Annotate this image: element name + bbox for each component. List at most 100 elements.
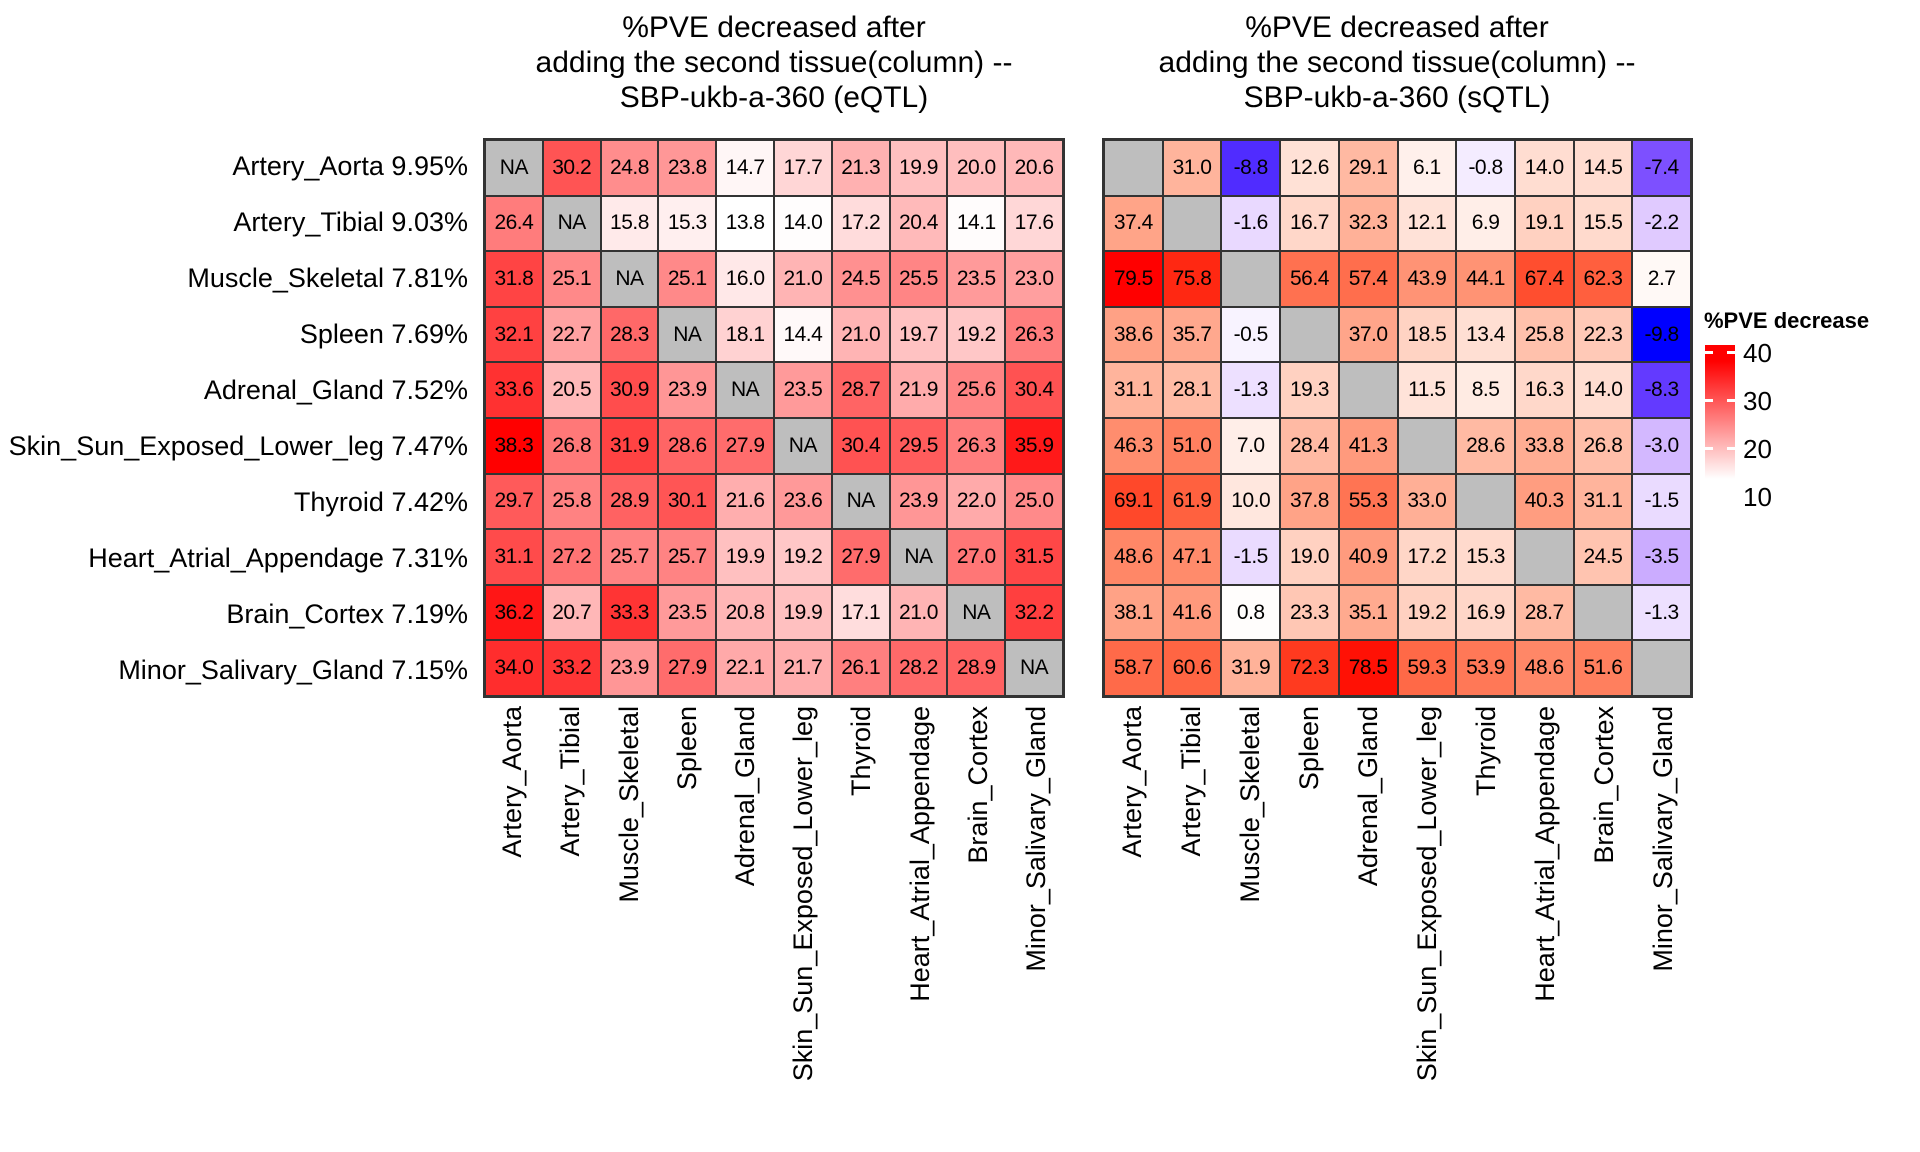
heatmap-cell: 37.8	[1280, 473, 1339, 530]
heatmap-cell: 30.2	[542, 140, 601, 196]
heatmap-cell: 19.9	[773, 584, 832, 641]
heatmap-cell: 26.8	[1573, 417, 1633, 474]
title-line: %PVE decreased after	[1245, 11, 1549, 44]
heatmap-cell: 19.9	[889, 140, 948, 196]
heatmap-cell: 29.7	[485, 473, 543, 530]
row-label-text: Minor_Salivary_Gland 7.15%	[118, 654, 468, 685]
row-label-text: Heart_Atrial_Appendage 7.31%	[88, 542, 468, 573]
column-label: Skin_Sun_Exposed_Lower_leg	[788, 706, 819, 1082]
heatmap-cell: 19.2	[773, 529, 832, 585]
heatmap-cell: 35.9	[1005, 417, 1063, 474]
heatmap-cell: 15.5	[1573, 195, 1633, 252]
heatmap-cell: 20.7	[542, 584, 601, 641]
heatmap-cell: 19.2	[1397, 584, 1457, 641]
heatmap-cell: 28.1	[1162, 362, 1222, 418]
heatmap-na-cell: NA	[1005, 640, 1063, 696]
heatmap-cell: 22.7	[542, 306, 601, 363]
heatmap-cell: -3.5	[1632, 529, 1691, 585]
heatmap-cell: 26.8	[542, 417, 601, 474]
heatmap-na-cell	[1338, 362, 1398, 418]
heatmap-cell: 27.9	[658, 640, 717, 696]
heatmap-cell: 62.3	[1573, 251, 1633, 307]
row-label-text: Brain_Cortex 7.19%	[226, 598, 468, 629]
heatmap-cell: 31.1	[1104, 362, 1163, 418]
row-label: Minor_Salivary_Gland 7.15%	[0, 642, 477, 698]
row-label-text: Muscle_Skeletal 7.81%	[187, 262, 468, 293]
column-label: Heart_Atrial_Appendage	[904, 706, 935, 1002]
heatmap-na-cell	[1632, 640, 1691, 696]
column-label: Spleen	[1293, 706, 1324, 791]
heatmap-cell: 24.8	[600, 140, 659, 196]
heatmap-na-cell: NA	[773, 417, 832, 474]
title-line: SBP-ukb-a-360 (eQTL)	[619, 81, 929, 114]
heatmap-cell: 33.2	[542, 640, 601, 696]
column-label: Artery_Aorta	[1116, 706, 1147, 858]
heatmap-cell: 44.1	[1456, 251, 1515, 307]
heatmap-cell: 55.3	[1338, 473, 1398, 530]
heatmap-cell: 6.1	[1397, 140, 1457, 196]
heatmap-cell: 26.1	[831, 640, 890, 696]
heatmap-cell: 30.4	[1005, 362, 1063, 418]
left-heatmap-title: %PVE decreased after adding the second t…	[424, 10, 1124, 115]
heatmap-cell: 20.0	[947, 140, 1006, 196]
heatmap-cell: 40.3	[1514, 473, 1574, 530]
heatmap-na-cell: NA	[542, 195, 601, 252]
heatmap-cell: 17.6	[1005, 195, 1063, 252]
heatmap-cell: 16.3	[1514, 362, 1574, 418]
heatmap-cell: 17.7	[773, 140, 832, 196]
row-label: Brain_Cortex 7.19%	[0, 586, 477, 642]
heatmap-cell: 13.4	[1456, 306, 1515, 363]
heatmap-cell: 51.0	[1162, 417, 1222, 474]
heatmap-cell: -1.3	[1221, 362, 1281, 418]
heatmap-cell: 23.0	[1005, 251, 1063, 307]
heatmap-cell: 12.1	[1397, 195, 1457, 252]
heatmap-cell: 18.5	[1397, 306, 1457, 363]
heatmap-cell: -8.8	[1221, 140, 1281, 196]
title-line: adding the second tissue(column) --	[535, 46, 1013, 79]
heatmap-cell: 33.0	[1397, 473, 1457, 530]
heatmap-cell: 27.2	[542, 529, 601, 585]
heatmap-cell: 33.3	[600, 584, 659, 641]
heatmap-cell: 27.9	[831, 529, 890, 585]
heatmap-cell: 6.9	[1456, 195, 1515, 252]
row-label: Skin_Sun_Exposed_Lower_leg 7.47%	[0, 418, 477, 474]
heatmap-cell: 41.6	[1162, 584, 1222, 641]
legend-tick-dash	[1705, 447, 1713, 450]
heatmap-cell: -9.8	[1632, 306, 1691, 363]
heatmap-cell: 24.5	[1573, 529, 1633, 585]
heatmap-cell: 28.3	[600, 306, 659, 363]
heatmap-cell: 23.9	[600, 640, 659, 696]
heatmap-cell: 26.3	[947, 417, 1006, 474]
heatmap-cell: 0.8	[1221, 584, 1281, 641]
row-label: Spleen 7.69%	[0, 306, 477, 362]
legend-tick-dash	[1727, 399, 1735, 402]
heatmap-cell: 58.7	[1104, 640, 1163, 696]
heatmap-cell: -1.5	[1632, 473, 1691, 530]
heatmap-cell: 16.7	[1280, 195, 1339, 252]
heatmap-cell: 23.9	[658, 362, 717, 418]
heatmap-cell: 35.1	[1338, 584, 1398, 641]
column-label: Muscle_Skeletal	[613, 706, 644, 903]
heatmap-cell: 20.8	[716, 584, 774, 641]
column-label: Artery_Aorta	[497, 706, 528, 858]
heatmap-cell: 32.3	[1338, 195, 1398, 252]
heatmap-cell: 22.0	[947, 473, 1006, 530]
heatmap-cell: 25.8	[542, 473, 601, 530]
heatmap-cell: 67.4	[1514, 251, 1574, 307]
heatmap-cell: 16.0	[716, 251, 774, 307]
heatmap-na-cell: NA	[485, 140, 543, 196]
heatmap-cell: 30.4	[831, 417, 890, 474]
row-label-text: Artery_Aorta 9.95%	[232, 150, 468, 181]
legend-tick-dash	[1705, 351, 1713, 354]
heatmap-cell: 57.4	[1338, 251, 1398, 307]
heatmap-cell: 46.3	[1104, 417, 1163, 474]
heatmap-cell: 20.4	[889, 195, 948, 252]
heatmap-cell: 28.6	[658, 417, 717, 474]
heatmap-cell: 21.0	[889, 584, 948, 641]
heatmap-cell: -2.2	[1632, 195, 1691, 252]
heatmap-cell: 61.9	[1162, 473, 1222, 530]
heatmap-cell: 25.8	[1514, 306, 1574, 363]
heatmap-cell: 27.0	[947, 529, 1006, 585]
heatmap-cell: 25.7	[600, 529, 659, 585]
